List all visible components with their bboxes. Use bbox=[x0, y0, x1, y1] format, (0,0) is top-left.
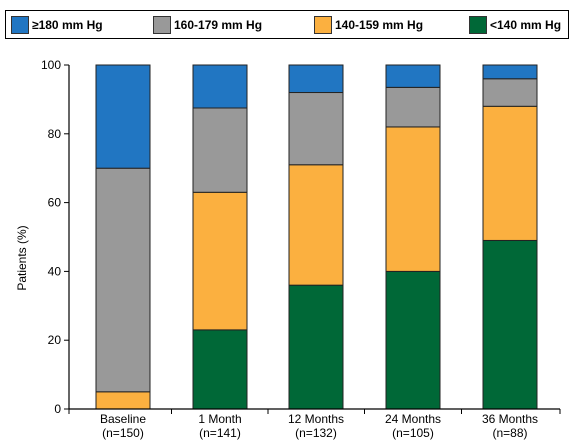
y-tick-label: 100 bbox=[41, 58, 61, 72]
legend-item-180-plus: ≥180 mm Hg bbox=[11, 16, 103, 34]
legend-swatch-below-140 bbox=[469, 16, 487, 34]
legend-label-140-159: 140-159 mm Hg bbox=[335, 18, 424, 32]
bar-segment bbox=[385, 126, 441, 272]
bar-segment bbox=[482, 78, 538, 107]
legend-label-below-140: <140 mm Hg bbox=[490, 18, 562, 32]
legend-label-160-179: 160-179 mm Hg bbox=[174, 18, 263, 32]
bar-segment bbox=[482, 64, 538, 80]
bar-segment bbox=[385, 270, 441, 410]
y-tick-label: 40 bbox=[48, 264, 62, 278]
legend-swatch-160-179 bbox=[153, 16, 171, 34]
bar-segment bbox=[95, 64, 151, 169]
bar-segment bbox=[192, 329, 248, 410]
bar-segment bbox=[385, 64, 441, 88]
legend-label-180-plus: ≥180 mm Hg bbox=[32, 18, 103, 32]
x-tick-count-label: (n=150) bbox=[102, 426, 144, 440]
legend-swatch-180-plus bbox=[11, 16, 29, 34]
y-tick-label: 20 bbox=[48, 333, 62, 347]
x-tick-count-label: (n=141) bbox=[199, 426, 241, 440]
x-tick-label: 36 Months bbox=[482, 412, 538, 426]
legend-item-140-159: 140-159 mm Hg bbox=[314, 16, 423, 34]
bar-segment bbox=[192, 107, 248, 193]
bar-segment bbox=[192, 191, 248, 331]
legend: ≥180 mm Hg 160-179 mm Hg 140-159 mm Hg <… bbox=[5, 10, 569, 39]
y-tick-label: 60 bbox=[48, 196, 62, 210]
y-tick-label: 0 bbox=[54, 402, 61, 416]
y-tick-label: 80 bbox=[48, 127, 62, 141]
bar-segment bbox=[288, 64, 344, 94]
legend-item-below-140: <140 mm Hg bbox=[469, 16, 561, 34]
x-tick-label: Baseline bbox=[100, 412, 146, 426]
bar-segment bbox=[192, 64, 248, 109]
bar-segment bbox=[385, 86, 441, 128]
bar-segment bbox=[482, 105, 538, 241]
bar-segment bbox=[95, 167, 151, 393]
x-tick-label: 12 Months bbox=[288, 412, 344, 426]
bar-segment bbox=[95, 391, 151, 410]
x-tick-label: 24 Months bbox=[385, 412, 441, 426]
bar-segment bbox=[288, 284, 344, 410]
x-tick-count-label: (n=88) bbox=[492, 426, 527, 440]
bar-segment bbox=[288, 164, 344, 286]
x-tick-label: 1 Month bbox=[198, 412, 241, 426]
bar-segment bbox=[288, 92, 344, 166]
bar-segment bbox=[482, 239, 538, 410]
legend-item-160-179: 160-179 mm Hg bbox=[153, 16, 262, 34]
x-tick-count-label: (n=132) bbox=[295, 426, 337, 440]
legend-swatch-140-159 bbox=[314, 16, 332, 34]
x-tick-count-label: (n=105) bbox=[392, 426, 434, 440]
